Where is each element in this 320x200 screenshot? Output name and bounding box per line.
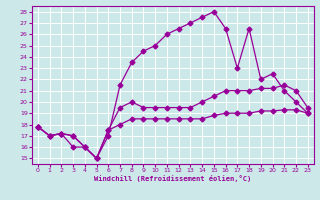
X-axis label: Windchill (Refroidissement éolien,°C): Windchill (Refroidissement éolien,°C) [94, 175, 252, 182]
